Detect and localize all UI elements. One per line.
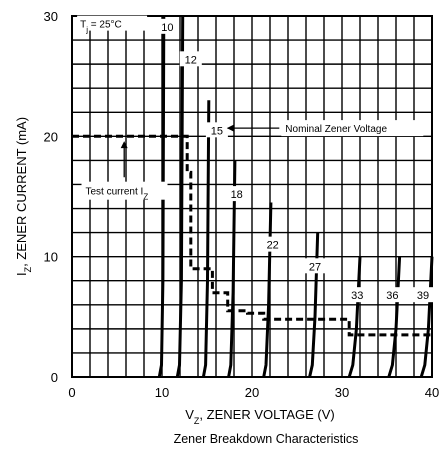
y-tick-label: 30 [44,9,58,24]
condition-bg [77,15,148,31]
curve-label-36: 36 [386,290,398,302]
curve-label-bg [261,236,284,252]
plot-frame [71,15,433,378]
curve-label-39: 39 [417,290,429,302]
nominal-arrow-head [226,124,234,132]
zener-curve-10 [157,15,166,378]
curve-label-22: 22 [267,240,279,252]
zener-curve-39 [419,256,434,378]
curve-label-33: 33 [351,290,363,302]
test-current-label-bg [81,181,168,200]
curve-label-bg [156,18,179,34]
y-axis-label: IZ, ZENER CURRENT (mA) [14,117,33,276]
curve-label-bg [346,287,369,303]
test-current-label: Test current IZ [86,187,149,202]
curve-label-bg [225,186,248,202]
x-axis-label: VZ, ZENER VOLTAGE (V) [185,407,335,426]
curve-label-bg [412,287,434,303]
curve-label-bg [179,51,202,67]
x-tick-label: 10 [155,385,169,400]
curve-label-15: 15 [211,125,223,137]
curve-label-bg [304,258,326,274]
x-tick-label: 40 [425,385,439,400]
curve-label-bg [381,287,404,303]
curves [72,15,434,378]
y-tick-label: 10 [44,250,58,265]
curve-label-10: 10 [161,22,173,34]
curve-label-12: 12 [185,54,197,66]
x-tick-label: 0 [68,385,75,400]
zener-curve-27 [308,232,320,378]
zener-curve-12 [175,15,185,378]
annotations: 10 12 15 18 22 27 33 36 39 Nominal Zener Voltage T… [77,15,434,303]
zener-curve-33 [347,256,362,378]
x-tick-label: 30 [335,385,349,400]
curve-label-bg [205,122,228,138]
y-tick-label: 20 [44,129,58,144]
tick-labels: 0 10 20 30 40 0 10 20 30 [44,9,440,400]
grid [72,16,432,377]
zener-curve-18 [227,160,237,378]
test-current-line [72,134,432,337]
nominal-zener-label: Nominal Zener Voltage [285,124,387,135]
zener-curve-15 [201,100,211,378]
x-tick-label: 20 [245,385,259,400]
curve-label-18: 18 [231,189,243,201]
chart-caption: Zener Breakdown Characteristics [174,432,359,446]
zener-curve-36 [387,256,402,378]
temperature-condition: Tj = 25°C [80,20,122,35]
curve-label-27: 27 [309,261,321,273]
test-arrow-head [120,141,128,149]
y-tick-label: 0 [51,370,58,385]
zener-curve-22 [262,202,273,378]
nominal-label-bg [281,120,424,137]
